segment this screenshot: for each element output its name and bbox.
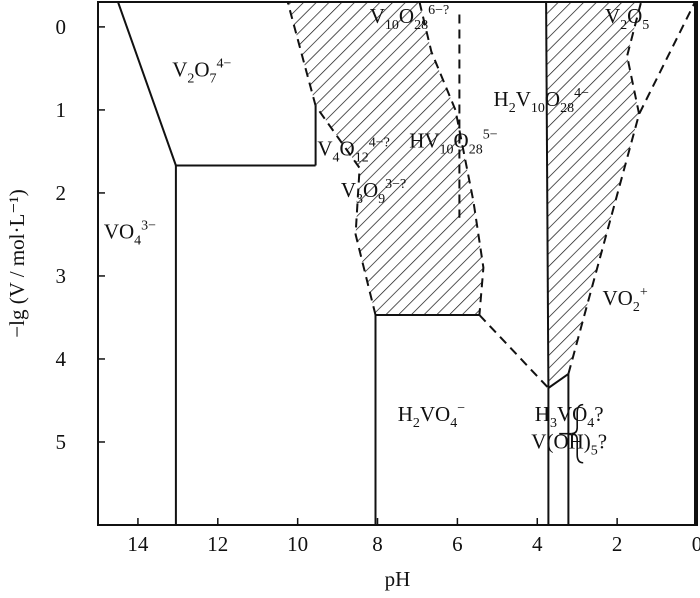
region-label-part: O: [340, 137, 355, 161]
x-tick-label: 6: [452, 532, 463, 556]
y-tick-label: 0: [56, 15, 67, 39]
region-label-part: O: [545, 87, 560, 111]
plot-frame: [97, 1, 698, 526]
dashed-boundary-5: [478, 314, 550, 389]
region-label-base: V: [341, 178, 356, 202]
region-label-part: VO: [420, 402, 450, 426]
region-label-part: 5−: [483, 127, 498, 142]
region-label-part: 7: [210, 72, 217, 87]
region-label-base: H: [535, 402, 550, 426]
region-label-part: 6−?: [428, 3, 449, 18]
region-label-part: 10: [531, 101, 545, 116]
region-label-v2o7: V2O74−: [172, 57, 231, 87]
dashed-boundary-6: [567, 1, 696, 375]
region-labels: VO43−V2O74−V4O124−?V3O93−?V10O286−?HV10O…: [104, 3, 649, 459]
region-label-part: ?: [594, 402, 603, 426]
region-label-part: 3−: [141, 219, 156, 234]
region-label-base: V: [370, 4, 385, 28]
region-label-base: HV: [409, 128, 439, 152]
region-label-part: 4−: [217, 57, 232, 72]
dashed-boundary-1: [286, 1, 317, 107]
region-label-vo4: VO43−: [104, 219, 156, 249]
x-tick-label: 0: [692, 532, 700, 556]
region-label-part: 5: [591, 444, 598, 459]
region-label-vo2: VO2+: [602, 285, 647, 315]
region-label-part: −: [457, 401, 465, 416]
solid-boundary-10: [545, 1, 550, 389]
region-label-part: 10: [385, 18, 399, 33]
region-label-base: VO: [602, 286, 632, 310]
region-label-part: 4: [333, 151, 340, 166]
region-label-part: O: [454, 128, 469, 152]
region-label-part: O: [399, 4, 414, 28]
region-label-part: 3: [550, 416, 557, 431]
region-label-v3o9: V3O93−?: [341, 177, 406, 207]
region-label-part: 4−?: [369, 136, 390, 151]
region-label-h3vo4: H3VO4?: [535, 402, 604, 431]
region-label-part: O: [194, 58, 209, 82]
region-label-part: 28: [469, 142, 483, 157]
region-label-part: O: [627, 4, 642, 28]
region-label-part: 28: [414, 18, 428, 33]
region-label-part: 2: [509, 101, 516, 116]
region-label-base: H: [494, 87, 509, 111]
hatched-regions: [287, 2, 642, 388]
dashed-boundary-2: [314, 105, 377, 316]
x-tick-label: 8: [372, 532, 383, 556]
region-label-part: 10: [440, 142, 454, 157]
y-tick-label: 5: [56, 430, 67, 454]
region-label-h2vo4: H2VO4−: [398, 401, 466, 431]
boundaries: [117, 1, 696, 525]
region-label-part: 3−?: [385, 177, 406, 192]
x-tick-label: 12: [207, 532, 228, 556]
region-label-part: 5: [642, 18, 649, 33]
region-label-v2o5: V2O5: [605, 4, 649, 33]
brace-annotation: [559, 403, 584, 464]
region-label-part: 28: [560, 101, 574, 116]
region-label-part: O: [363, 178, 378, 202]
y-tick-label: 2: [56, 181, 67, 205]
region-label-v10o28: V10O286−?: [370, 3, 449, 33]
region-label-part: 9: [378, 192, 385, 207]
region-label-part: 4: [587, 416, 594, 431]
solid-boundary-9: [547, 373, 569, 389]
region-label-part: 12: [355, 151, 369, 166]
region-label-part: 4: [134, 234, 141, 249]
region-label-h2v10o28: H2V10O284−: [494, 86, 590, 116]
solid-boundary-1: [117, 1, 177, 166]
region-label-part: 3: [356, 192, 363, 207]
region-label-base: V: [317, 137, 332, 161]
x-axis-title: pH: [385, 567, 411, 591]
region-label-part: VO: [557, 402, 587, 426]
region-label-part: 4: [450, 416, 457, 431]
region-label-part: 2: [413, 416, 420, 431]
y-tick-label: 4: [56, 347, 67, 371]
dashed-boundary-7: [626, 1, 643, 115]
region-label-part: 2: [633, 300, 640, 315]
y-tick-label: 1: [56, 98, 67, 122]
x-tick-label: 14: [127, 532, 149, 556]
x-tick-label: 2: [612, 532, 623, 556]
region-label-part: 2: [620, 18, 627, 33]
hatched-region-1: [287, 2, 484, 315]
hatched-region-2: [546, 2, 642, 388]
y-axis-title: −lg (V / mol·L⁻¹): [5, 189, 29, 337]
x-tick-label: 4: [532, 532, 543, 556]
region-label-base: VO: [104, 220, 134, 244]
x-tick-label: 10: [287, 532, 308, 556]
y-tick-label: 3: [56, 264, 67, 288]
region-label-part: 4−: [574, 86, 589, 101]
region-label-part: +: [640, 285, 648, 300]
region-label-part: ?: [598, 430, 607, 454]
region-label-part: 2: [187, 72, 194, 87]
region-label-base: V: [605, 4, 620, 28]
region-label-part: V: [516, 87, 531, 111]
region-label-v4o12: V4O124−?: [317, 136, 389, 166]
region-label-base: V: [172, 58, 187, 82]
region-label-hv10o28: HV10O285−: [409, 127, 498, 157]
region-label-base: H: [398, 402, 413, 426]
